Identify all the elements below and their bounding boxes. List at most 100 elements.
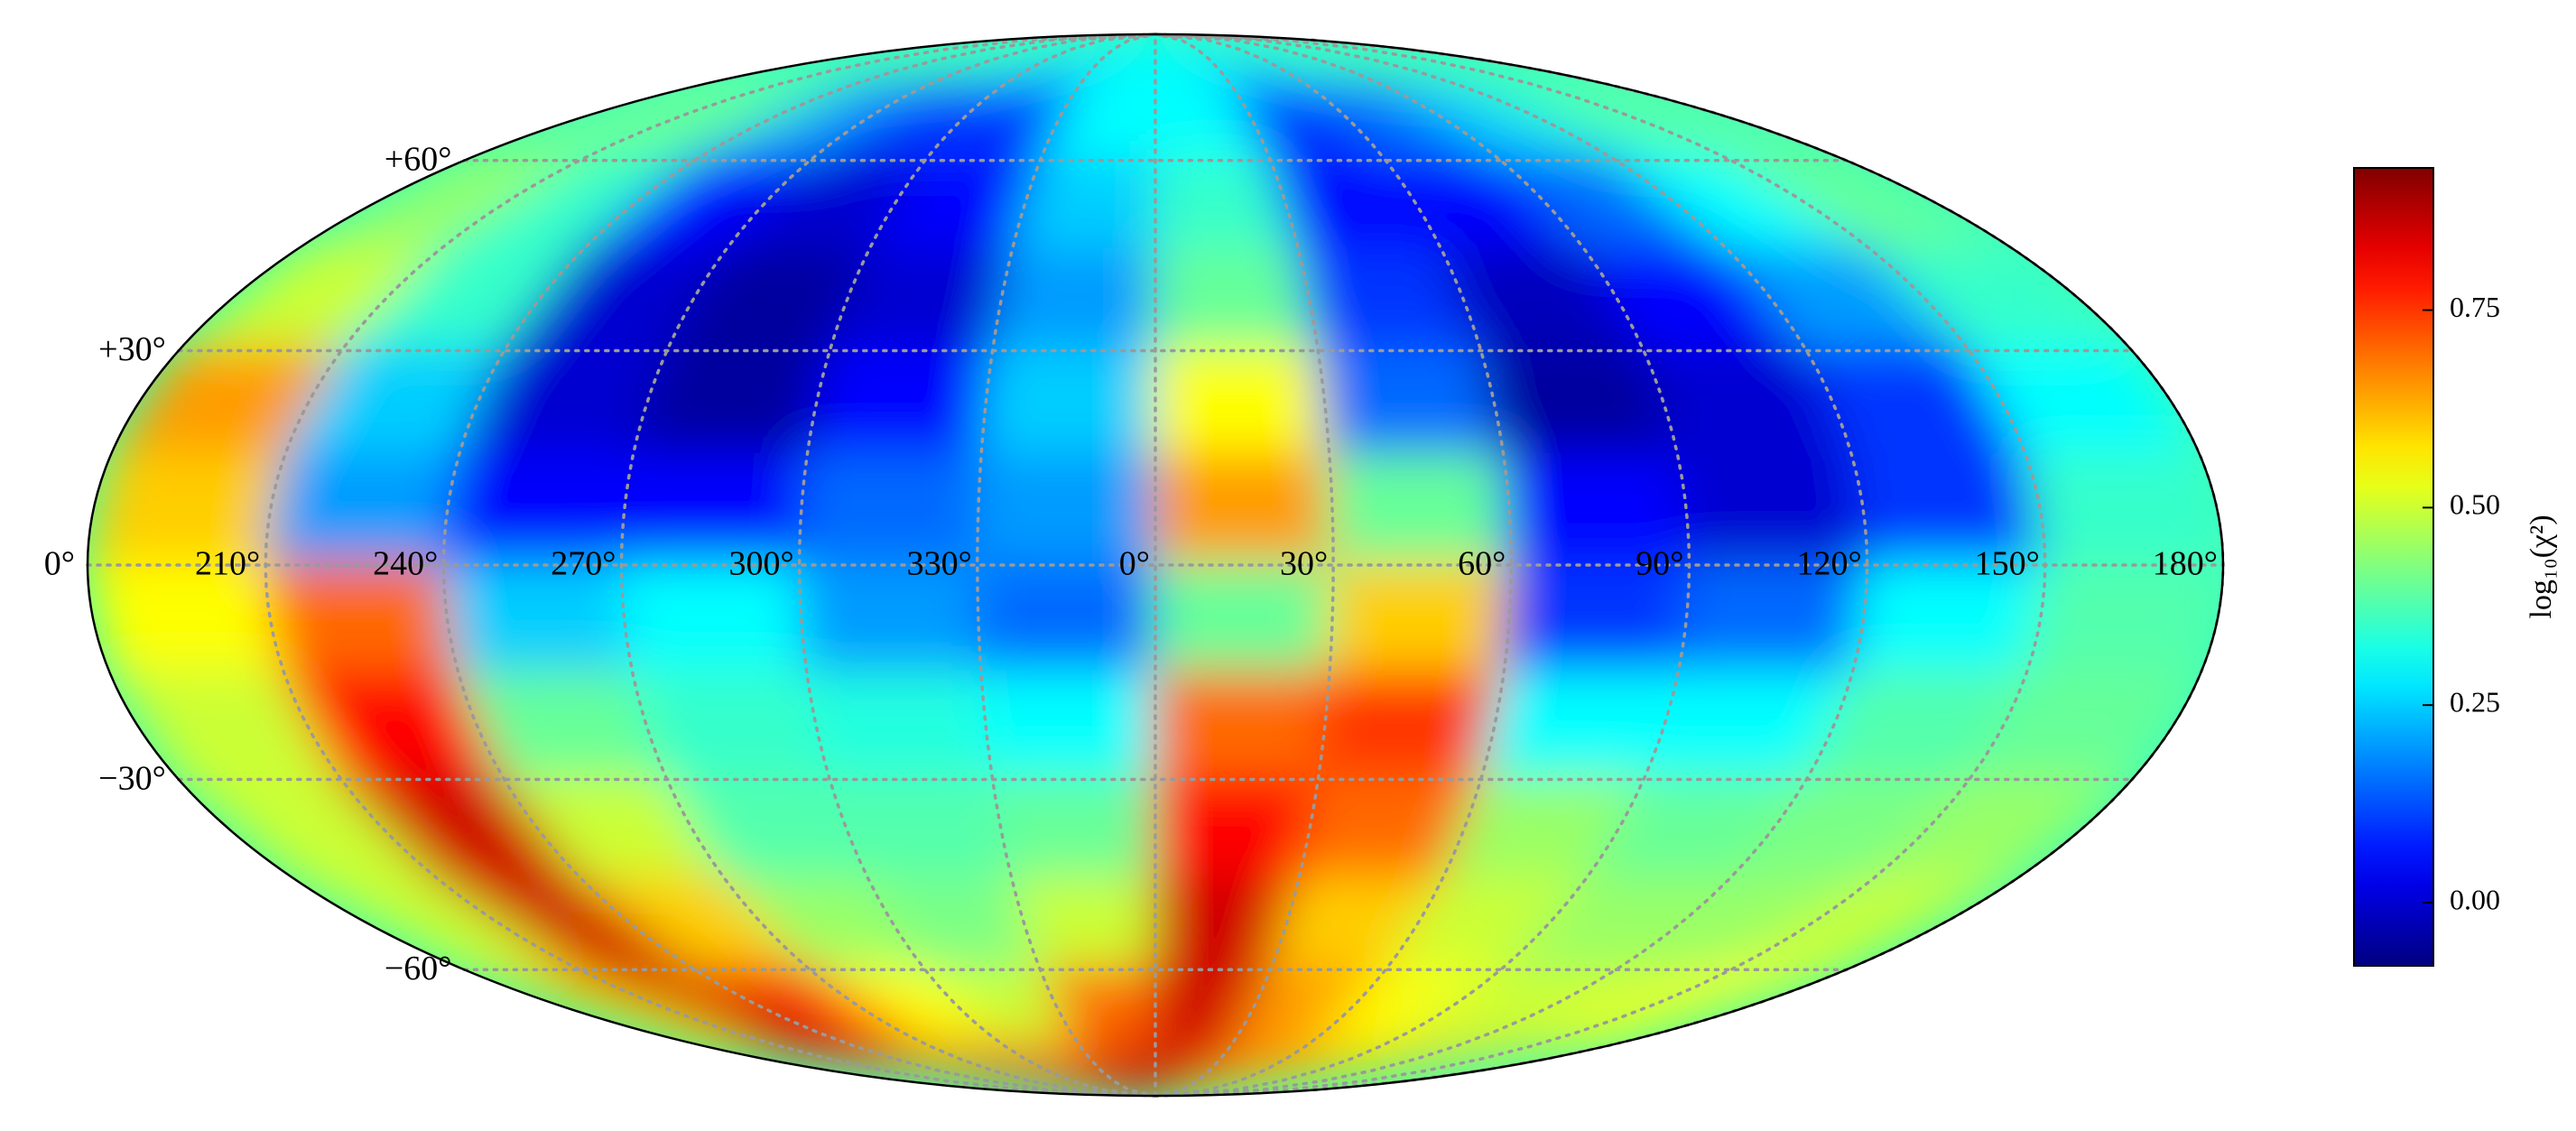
x-tick-label: 300° (728, 545, 793, 583)
heatmap-cell (1848, 452, 2049, 569)
heatmap-cell (1153, 876, 1302, 973)
heatmap-cell (1153, 247, 1321, 355)
heatmap-cell (1866, 775, 2138, 883)
heatmap-cell (1375, 81, 1623, 163)
heatmap-cell (769, 34, 1155, 87)
heatmap-cell (280, 347, 509, 460)
heatmap-cell (1381, 876, 1590, 973)
heatmap-cell (1802, 670, 2031, 783)
heatmap-cell (1155, 34, 1618, 87)
heatmap-cell (1008, 157, 1158, 255)
heatmap-cell (1609, 876, 1879, 973)
heatmap-cell (287, 876, 588, 973)
heatmap-cell (1037, 967, 1158, 1049)
heatmap-cell (826, 247, 1015, 355)
heatmap-cell (618, 452, 811, 569)
heatmap-cell (2022, 561, 2223, 678)
x-tick-label: 90° (1635, 545, 1683, 583)
heatmap-cell (440, 452, 637, 569)
heatmap-cell (456, 967, 789, 1049)
heatmap-cell (1152, 452, 1337, 569)
colorbar-tick-label: 0.00 (2450, 883, 2500, 915)
heatmap-cell (1314, 347, 1507, 460)
heatmap-cell (864, 157, 1043, 255)
heatmap-cell (864, 876, 1043, 973)
heatmap-cell (1723, 247, 1975, 355)
heatmap-cell (1375, 967, 1623, 1049)
heatmap-cell (280, 670, 509, 783)
heatmap-cell (1848, 561, 2049, 678)
heatmap-cell (1673, 452, 1870, 569)
meridian-grid-line (1154, 32, 1514, 1098)
x-tick-label: 240° (373, 545, 438, 583)
x-tick-label: 120° (1796, 545, 1861, 583)
heatmap-cell (1152, 347, 1333, 460)
heatmap-cell (1155, 1043, 1618, 1096)
heatmap-cell (974, 561, 1159, 678)
heatmap-cell (1609, 157, 1879, 255)
heatmap-cell (1295, 775, 1485, 883)
colorbar-tick-label: 0.50 (2450, 488, 2500, 521)
heatmap-cell (431, 876, 701, 973)
heatmap-cell (989, 247, 1158, 355)
heatmap-cell (571, 967, 862, 1049)
heatmap-cell (1673, 561, 1870, 678)
heatmap-cell (1723, 876, 2024, 973)
heatmap-cell (618, 561, 811, 678)
heatmap-cell (1077, 34, 1157, 87)
heatmap-cell (1228, 967, 1390, 1049)
y-tick-label: +30° (98, 330, 166, 368)
colorbar (2353, 167, 2434, 967)
heatmap-cell (1153, 157, 1302, 255)
heatmap-cell (440, 561, 637, 678)
y-tick-label: −30° (98, 759, 166, 797)
heatmap-cell (1723, 775, 1975, 883)
heatmap-cell (803, 347, 996, 460)
heatmap-cell (692, 1043, 1155, 1096)
heatmap-cell (262, 452, 463, 569)
heatmap-cell (1077, 1043, 1157, 1096)
heatmap-cell (663, 775, 873, 883)
heatmap-cell (1152, 670, 1333, 783)
heatmap-cell (287, 157, 588, 255)
heatmap-cell (88, 561, 289, 678)
heatmap-cell (629, 670, 834, 783)
y-tick-label: −60° (385, 950, 452, 987)
x-tick-label: 30° (1280, 545, 1328, 583)
heatmap-cell (769, 1043, 1155, 1096)
heatmap-cell (1008, 876, 1158, 973)
heatmap-cell (454, 670, 672, 783)
heatmap-cell (106, 347, 347, 460)
heatmap-cell (1449, 81, 1739, 163)
heatmap-cell (88, 452, 289, 569)
heatmap-cell (1500, 452, 1692, 569)
y-tick-label: +60° (385, 140, 452, 178)
heatmap-cell (803, 670, 996, 783)
heatmap-cell (796, 452, 985, 569)
heatmap-cell (1381, 157, 1590, 255)
heatmap (88, 34, 2223, 1096)
x-tick-label: 270° (551, 545, 616, 583)
map-area (88, 34, 2223, 1096)
heatmap-cell (921, 967, 1083, 1049)
x-tick-label: 330° (907, 545, 972, 583)
heatmap-cell (826, 775, 1015, 883)
heatmap-cell (1037, 81, 1158, 163)
heatmap-cell (499, 247, 730, 355)
axis-labels: 210° 240° 270° 300° 330° 0° 30° 60° 90° 120° 150° 1… (44, 140, 2218, 987)
heatmap-cell (1438, 775, 1648, 883)
heatmap-cell (1477, 347, 1682, 460)
heatmap-cell (629, 347, 834, 460)
heatmap-cell (1723, 157, 2024, 255)
heatmap-cell (571, 81, 862, 163)
x-tick-label: 210° (195, 545, 260, 583)
heatmap-cell (1295, 247, 1485, 355)
heatmap-cell (663, 247, 873, 355)
heatmap-cell (1580, 775, 1812, 883)
heatmap-cell (106, 670, 347, 783)
heatmap-cell (989, 775, 1158, 883)
heatmap-cell (688, 81, 936, 163)
heatmap-cell (804, 81, 1010, 163)
heatmap-cell (172, 247, 445, 355)
